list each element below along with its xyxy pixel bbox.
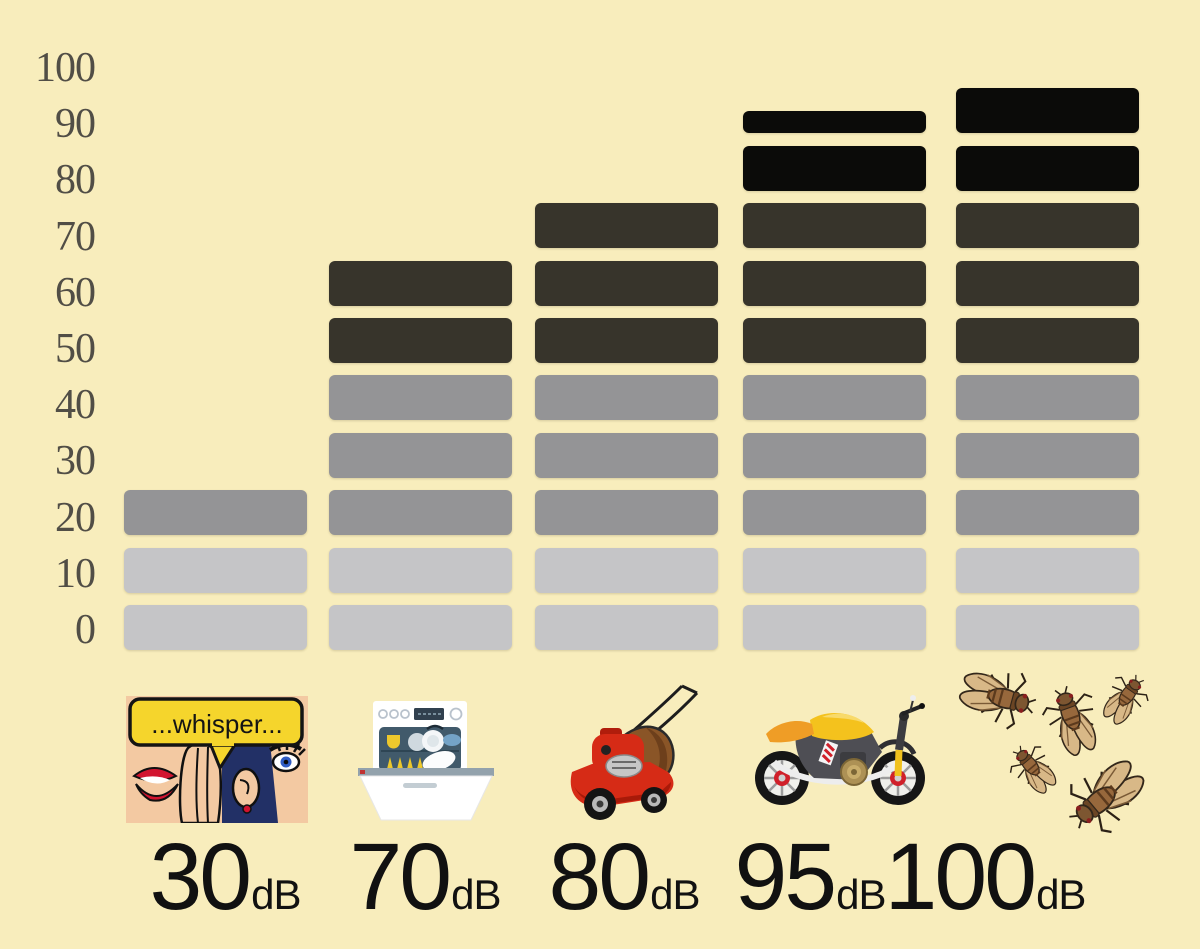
dishwasher-interior <box>379 724 461 772</box>
bar-segment <box>956 547 1139 593</box>
bar-segment-partial <box>743 110 926 134</box>
cicada-3 <box>1092 665 1157 733</box>
rear-wheel <box>755 751 809 805</box>
control-panel <box>378 707 463 721</box>
bar-segment <box>956 203 1139 249</box>
ear-shape <box>231 767 261 814</box>
value-label-dishwasher: 70dB <box>349 830 501 925</box>
y-axis-tick-label: 20 <box>55 494 96 541</box>
bar-segment <box>956 318 1139 363</box>
speech-bubble: ...whisper... <box>128 697 304 772</box>
bar-segment <box>535 375 718 421</box>
value-number: 95 <box>734 824 837 930</box>
value-label-lawn-mower: 80dB <box>548 830 700 925</box>
bar-segment <box>956 432 1139 478</box>
value-unit: dB <box>251 871 301 918</box>
bar-segment <box>535 490 718 536</box>
y-axis-tick-label: 90 <box>55 101 96 148</box>
value-number: 100 <box>884 824 1038 930</box>
bar-segment <box>956 145 1139 191</box>
bar-segment <box>329 490 512 536</box>
bar-segment <box>956 260 1139 306</box>
cicadas-icon <box>953 658 1157 848</box>
bar-segment <box>329 318 512 363</box>
cicada-1 <box>953 658 1043 736</box>
bar-segment <box>956 605 1139 650</box>
bar-segment <box>743 145 926 191</box>
bar-segment <box>329 375 512 421</box>
tank-highlight <box>822 713 864 723</box>
whisper-icon: ...whisper... <box>126 696 308 823</box>
bar-segment <box>329 432 512 478</box>
bar-segment <box>743 547 926 593</box>
bar-segment <box>535 547 718 593</box>
value-label-motorcycle: 95dB <box>734 830 886 925</box>
y-axis-tick-label: 50 <box>55 326 96 372</box>
seat-tail <box>766 720 814 743</box>
bar-segment <box>743 490 926 536</box>
bar-segment <box>535 432 718 478</box>
lips-shape <box>132 767 179 802</box>
y-axis-tick-label: 70 <box>55 213 96 260</box>
value-unit: dB <box>836 871 886 918</box>
bar-segment <box>743 318 926 363</box>
open-door <box>358 768 494 821</box>
speech-bubble-text: ...whisper... <box>151 709 283 739</box>
y-axis-tick-label: 100 <box>35 45 96 91</box>
stripe-badge <box>818 740 839 766</box>
bar-segment <box>956 88 1139 134</box>
bar-segment <box>329 260 512 306</box>
lawn-mower-icon <box>570 684 699 820</box>
motorcycle-icon <box>755 695 925 805</box>
y-axis-tick-label: 10 <box>55 550 96 597</box>
value-number: 30 <box>149 824 252 930</box>
bar-segment <box>535 605 718 650</box>
value-label-whisper: 30dB <box>149 830 301 925</box>
bar-segment <box>956 375 1139 421</box>
bar-segment <box>535 203 718 249</box>
bar-segment <box>743 605 926 650</box>
y-axis-tick-label: 30 <box>55 438 96 485</box>
bar-segment <box>535 260 718 306</box>
value-number: 70 <box>349 824 452 930</box>
bar-segment <box>743 203 926 249</box>
value-label-cicadas: 100dB <box>885 830 1087 925</box>
bar-segment <box>329 547 512 593</box>
y-axis-tick-label: 60 <box>55 269 96 316</box>
y-axis-tick-label: 0 <box>75 607 96 653</box>
value-unit: dB <box>650 871 700 918</box>
y-axis-tick-label: 80 <box>55 157 96 204</box>
bar-segment <box>956 490 1139 536</box>
cicada-4 <box>1000 735 1066 803</box>
bar-segment <box>535 318 718 363</box>
bar-segment <box>124 547 307 593</box>
bar-segment <box>743 432 926 478</box>
exhaust-pipe <box>771 759 894 785</box>
bar-segment <box>743 375 926 421</box>
bar-segment <box>124 490 307 536</box>
engine <box>840 752 868 786</box>
y-axis-tick-label: 40 <box>55 382 96 429</box>
bar-segment <box>124 605 307 650</box>
bar-segment <box>329 605 512 650</box>
bar-segment <box>743 260 926 306</box>
mower-wheels <box>584 787 667 820</box>
hand-shape <box>178 742 223 823</box>
front-fork <box>878 695 925 777</box>
value-unit: dB <box>1036 871 1086 918</box>
dishwasher-icon <box>358 701 494 821</box>
cicada-2 <box>1035 678 1110 763</box>
value-unit: dB <box>451 871 501 918</box>
value-number: 80 <box>548 824 651 930</box>
